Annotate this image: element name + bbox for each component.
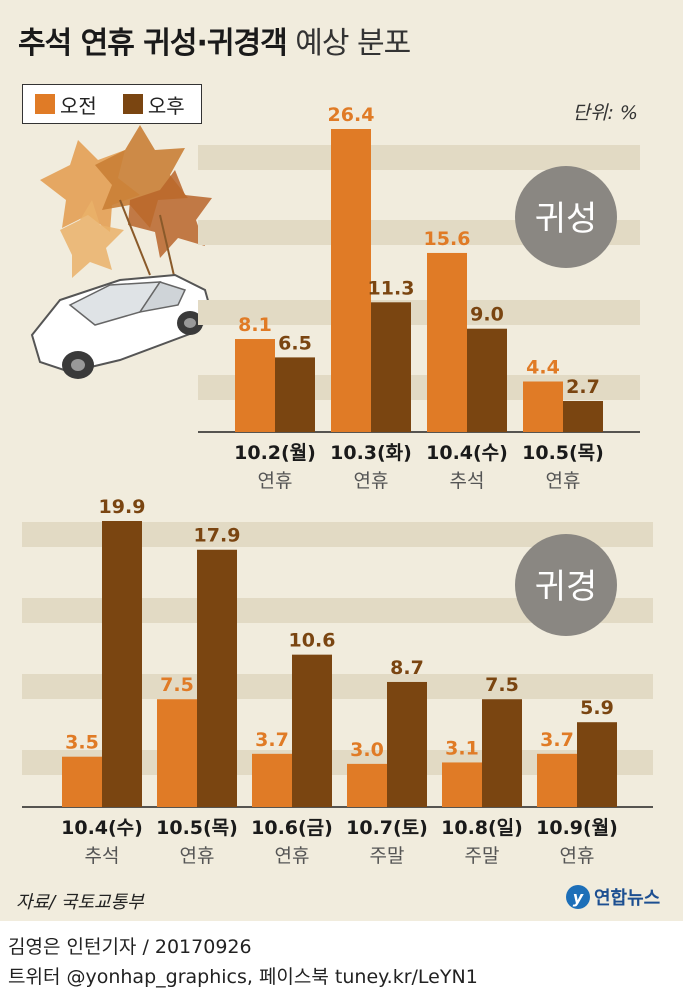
homebound-value-label-pm: 11.3 [368, 277, 415, 299]
return-value-label-pm: 7.5 [485, 674, 519, 696]
return-bar-am [537, 753, 577, 807]
return-category-label: 10.5(목) [156, 817, 238, 839]
homebound-category-sublabel: 연휴 [354, 470, 389, 492]
homebound-bar-am [523, 381, 563, 432]
return-bar-pm [482, 699, 522, 807]
yonhap-logo: y 연합뉴스 [566, 884, 660, 910]
return-title: 귀경 [535, 567, 598, 607]
homebound-grid-band [198, 145, 640, 170]
return-bar-pm [102, 521, 142, 807]
homebound-grid-band [198, 300, 640, 325]
homebound-category-label: 10.4(수) [426, 442, 508, 464]
title-light: 예상 분포 [295, 26, 411, 61]
return-category-sublabel: 주말 [370, 845, 405, 867]
homebound-badge: 귀성 [515, 166, 617, 268]
return-value-label-pm: 10.6 [289, 630, 336, 652]
homebound-category-sublabel: 추석 [450, 470, 485, 492]
homebound-category-label: 10.3(화) [330, 442, 412, 464]
homebound-bar-am [331, 129, 371, 432]
return-bar-pm [577, 722, 617, 807]
return-category-sublabel: 연휴 [560, 845, 595, 867]
legend-swatch-am [35, 94, 55, 114]
homebound-category-label: 10.5(목) [522, 442, 604, 464]
legend-label-pm: 오후 [147, 93, 185, 118]
return-bar-am [347, 763, 387, 807]
return-bar-am [442, 762, 482, 807]
return-value-label-am: 3.0 [350, 739, 384, 761]
return-value-label-am: 3.7 [255, 729, 289, 751]
legend-label-am: 오전 [60, 93, 97, 118]
homebound-value-label-am: 26.4 [328, 104, 375, 126]
homebound-category-sublabel: 연휴 [258, 470, 293, 492]
homebound-bar-pm [563, 401, 603, 432]
homebound-chart: 8.1 6.5 10.2(월) 연휴 26.4 11.3 10.3(화) 연휴 15.6 9.0 1… [198, 104, 640, 492]
homebound-bar-am [235, 339, 275, 432]
homebound-category-sublabel: 연휴 [546, 470, 581, 492]
homebound-bar-pm [275, 357, 315, 432]
legend-item-pm: 오후 [122, 90, 185, 119]
legend: 오전 오후 [22, 84, 202, 124]
chart-canvas: 8.1 6.5 10.2(월) 연휴 26.4 11.3 10.3(화) 연휴 15.6 9.0 1… [22, 104, 653, 867]
yonhap-logo-text: 연합뉴스 [594, 888, 661, 909]
homebound-bar-am [427, 252, 467, 432]
return-category-sublabel: 연휴 [275, 845, 310, 867]
return-category-label: 10.8(일) [441, 817, 523, 839]
page-title: 추석 연휴 귀성·귀경객 예상 분포 [18, 18, 411, 62]
return-bar-pm [292, 654, 332, 807]
return-category-label: 10.7(토) [346, 817, 428, 839]
return-bar-pm [197, 549, 237, 807]
return-bar-pm [387, 681, 427, 807]
return-category-label: 10.4(수) [61, 817, 143, 839]
return-category-label: 10.6(금) [251, 817, 333, 839]
return-badge: 귀경 [515, 534, 617, 636]
yonhap-logo-icon: y [566, 885, 590, 909]
return-value-label-pm: 5.9 [580, 697, 614, 719]
return-category-sublabel: 연휴 [180, 845, 215, 867]
legend-swatch-pm [122, 94, 143, 114]
credit-author: 김영은 인턴기자 / 20170926 [8, 936, 252, 958]
credit-social: 트위터 @yonhap_graphics, 페이스북 tuney.kr/LeYN… [8, 966, 478, 988]
homebound-value-label-pm: 2.7 [566, 376, 600, 398]
return-category-sublabel: 주말 [465, 845, 500, 867]
source-label: 자료/ 국토교통부 [16, 892, 144, 913]
return-value-label-am: 3.5 [65, 732, 99, 754]
homebound-bar-pm [371, 302, 411, 432]
homebound-value-label-pm: 9.0 [470, 304, 504, 326]
homebound-bar-pm [467, 328, 507, 432]
return-bar-am [252, 753, 292, 807]
return-value-label-pm: 19.9 [99, 496, 146, 518]
return-value-label-pm: 17.9 [194, 525, 241, 547]
homebound-value-label-pm: 6.5 [278, 332, 312, 354]
homebound-title: 귀성 [535, 199, 598, 239]
maple-leaves-illustration [40, 125, 212, 281]
homebound-value-label-am: 15.6 [424, 228, 471, 250]
return-bar-am [157, 699, 197, 807]
homebound-value-label-am: 4.4 [526, 357, 560, 379]
unit-label: 단위: % [572, 102, 638, 124]
title-bold: 추석 연휴 귀성·귀경객 [18, 26, 288, 61]
return-value-label-am: 3.1 [445, 737, 479, 759]
return-value-label-am: 3.7 [540, 729, 574, 751]
legend-item-am: 오전 [35, 90, 97, 119]
return-value-label-pm: 8.7 [390, 657, 424, 679]
return-category-sublabel: 추석 [85, 845, 120, 867]
return-category-label: 10.9(월) [536, 817, 618, 839]
homebound-category-label: 10.2(월) [234, 442, 316, 464]
homebound-value-label-am: 8.1 [238, 314, 272, 336]
return-bar-am [62, 756, 102, 807]
return-value-label-am: 7.5 [160, 674, 194, 696]
car-illustration [30, 273, 214, 379]
